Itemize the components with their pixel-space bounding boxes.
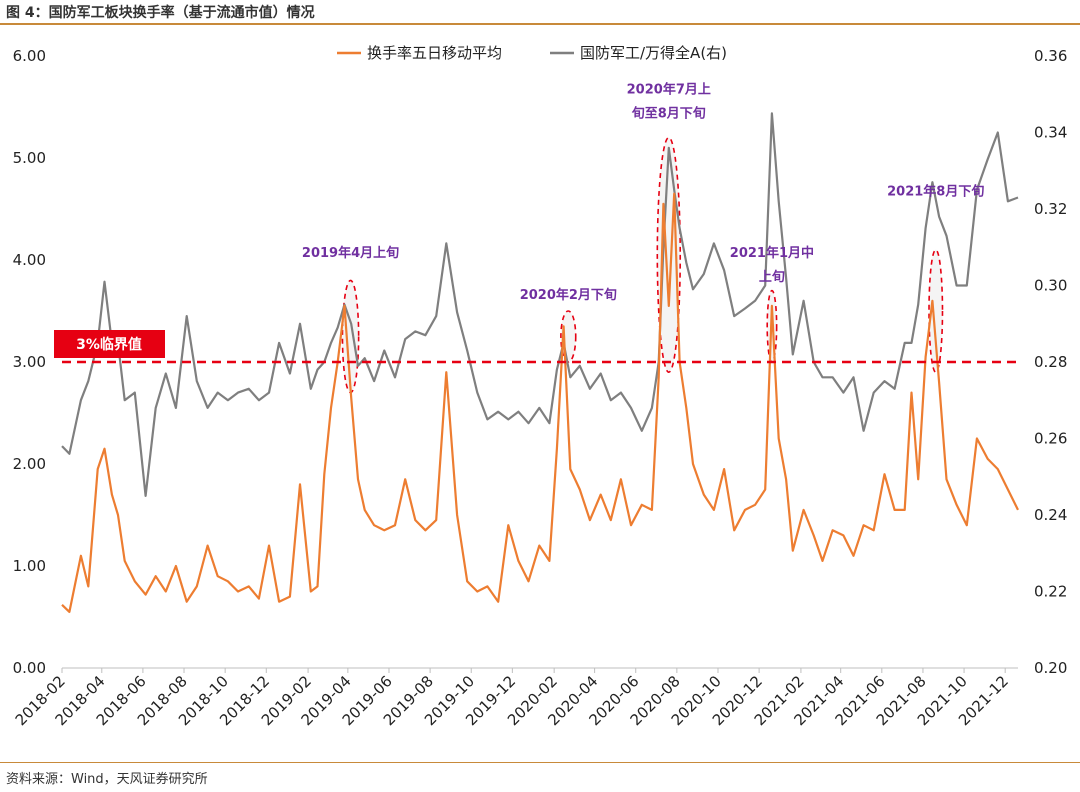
figure-title: 图 4：国防军工板块换手率（基于流通市值）情况 <box>6 5 315 21</box>
right-tick-label: 0.32 <box>1034 200 1067 218</box>
left-tick-label: 4.00 <box>13 251 46 269</box>
source-note: 资料来源：Wind，天风证券研究所 <box>6 772 208 787</box>
right-tick-label: 0.24 <box>1034 506 1067 524</box>
ratio-series-line <box>61 112 1019 497</box>
turnover-series-line <box>61 192 1019 614</box>
annotation-label: 旬至8月下旬 <box>631 106 706 122</box>
right-tick-label: 0.20 <box>1034 659 1067 677</box>
annotation-label: 2020年2月下旬 <box>520 287 617 303</box>
right-tick-label: 0.34 <box>1034 124 1067 142</box>
annotation-label: 上旬 <box>759 269 785 285</box>
legend-label-ratio: 国防军工/万得全A(右) <box>580 44 727 62</box>
footer-divider <box>0 762 1080 763</box>
annotation-label: 2021年8月下旬 <box>887 184 984 200</box>
left-tick-label: 1.00 <box>13 557 46 575</box>
left-tick-label: 5.00 <box>13 149 46 167</box>
right-tick-label: 0.22 <box>1034 583 1067 601</box>
left-tick-label: 0.00 <box>13 659 46 677</box>
annotation-label: 2019年4月上旬 <box>302 245 399 261</box>
right-tick-label: 0.30 <box>1034 277 1067 295</box>
annotation-label: 2020年7月上 <box>627 82 711 98</box>
title-divider <box>0 23 1080 25</box>
right-tick-label: 0.28 <box>1034 353 1067 371</box>
threshold-label: 3%临界值 <box>76 336 142 353</box>
legend-label-turnover: 换手率五日移动平均 <box>367 44 502 62</box>
left-tick-label: 6.00 <box>13 47 46 65</box>
right-tick-label: 0.26 <box>1034 430 1067 448</box>
right-tick-label: 0.36 <box>1034 47 1067 65</box>
annotation-label: 2021年1月中 <box>730 245 814 261</box>
highlight-ellipse <box>928 249 944 374</box>
threshold-label-box <box>54 330 165 358</box>
left-tick-label: 3.00 <box>13 353 46 371</box>
left-tick-label: 2.00 <box>13 455 46 473</box>
turnover-chart: 0.00 1.00 2.00 3.00 4.00 5.00 6.00 0.20 0.22 0.24… <box>12 44 1068 729</box>
